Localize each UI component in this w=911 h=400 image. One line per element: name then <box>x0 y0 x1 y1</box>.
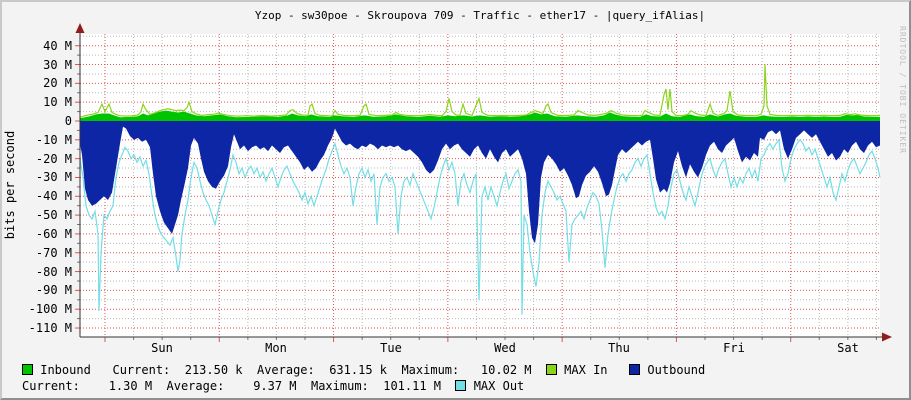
y-tick-label: 40 M <box>43 38 72 53</box>
chart-plot <box>75 23 892 342</box>
y-tick-label: 10 M <box>43 95 72 110</box>
x-axis-arrow <box>882 332 892 342</box>
y-tick-label: 20 M <box>43 76 72 91</box>
y-tick-label: -110 M <box>28 321 72 336</box>
legend-swatch <box>455 380 467 391</box>
y-tick-label: -30 M <box>35 170 72 185</box>
series-max-in <box>79 64 881 118</box>
x-tick-label: Thu <box>608 341 630 355</box>
legend-swatch <box>22 364 33 375</box>
y-tick-label: -80 M <box>35 264 72 279</box>
legend-text: Current: 1.30 M Average: 9.37 M Maximum:… <box>22 379 456 393</box>
y-tick-label: -50 M <box>35 208 72 223</box>
legend-text: MAX In <box>556 363 630 377</box>
plot-background <box>80 34 880 337</box>
y-tick-label: -10 M <box>35 132 72 147</box>
y-tick-label: -20 M <box>35 151 72 166</box>
legend-text: Outbound <box>640 363 706 377</box>
series-max-out <box>79 138 881 315</box>
x-tick-label: Wed <box>494 341 516 355</box>
series-outbound <box>80 121 880 244</box>
x-tick-label: Mon <box>265 341 287 355</box>
x-tick-label: Sat <box>837 341 859 355</box>
series-inbound <box>80 110 880 121</box>
legend: Inbound Current: 213.50 k Average: 631.1… <box>22 362 705 394</box>
x-tick-label: Sun <box>151 341 173 355</box>
rrdtool-watermark: RRDTOOL / TOBI OETIKER <box>898 26 907 154</box>
y-tick-label: -70 M <box>35 245 72 260</box>
legend-swatch <box>629 364 641 375</box>
y-tick-label: 30 M <box>43 57 72 72</box>
x-tick-label: Tue <box>380 341 402 355</box>
legend-row: Current: 1.30 M Average: 9.37 M Maximum:… <box>22 378 705 394</box>
graph-title: Yzop - sw30poe - Skroupova 709 - Traffic… <box>254 9 706 22</box>
y-tick-label: -60 M <box>35 226 72 241</box>
y-axis-arrow <box>75 23 85 33</box>
y-tick-label: 0 <box>64 114 72 128</box>
y-tick-label: -40 M <box>35 189 72 204</box>
y-tick-label: -90 M <box>35 283 72 298</box>
legend-text: Inbound Current: 213.50 k Average: 631.1… <box>33 363 546 377</box>
y-tick-label: -100 M <box>28 302 72 317</box>
legend-swatch <box>545 364 557 375</box>
legend-text: MAX Out <box>466 379 525 393</box>
x-tick-label: Fri <box>723 341 745 355</box>
legend-row: Inbound Current: 213.50 k Average: 631.1… <box>22 362 705 378</box>
